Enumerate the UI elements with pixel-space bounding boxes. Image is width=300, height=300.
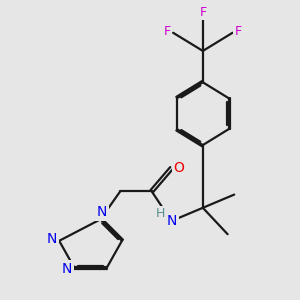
- Text: H: H: [156, 207, 166, 220]
- Text: F: F: [199, 6, 206, 19]
- Text: F: F: [164, 25, 171, 38]
- Text: N: N: [47, 232, 57, 246]
- Text: O: O: [173, 161, 184, 175]
- Text: F: F: [235, 25, 242, 38]
- Text: N: N: [61, 262, 72, 276]
- Text: N: N: [167, 214, 177, 228]
- Text: N: N: [97, 205, 107, 219]
